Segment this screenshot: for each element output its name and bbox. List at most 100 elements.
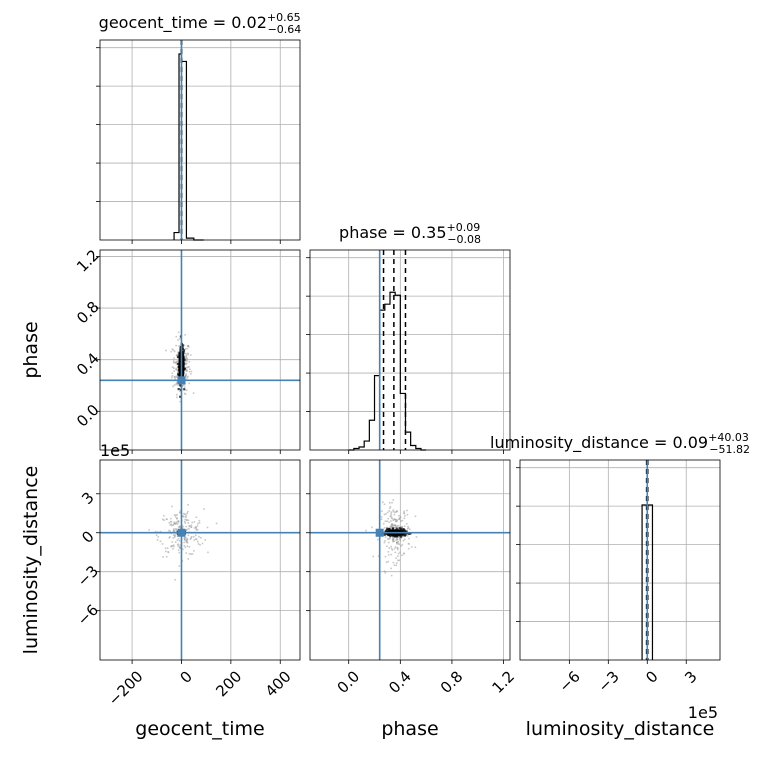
scatter-phase-vs-luminosity_distance-point <box>398 536 401 538</box>
scatter-phase-vs-luminosity_distance-point <box>398 559 401 562</box>
scatter-geocent_time-vs-luminosity_distance-point <box>154 530 157 533</box>
scatter-geocent_time-vs-luminosity_distance-point <box>176 523 179 525</box>
hist-phase-title: phase = 0.35+0.09 −0.08 <box>339 221 481 246</box>
scatter-geocent_time-vs-luminosity_distance-point <box>166 547 169 549</box>
scatter-geocent_time-vs-luminosity_distance-point <box>172 524 175 526</box>
scatter-geocent_time-vs-phase-point <box>185 389 188 392</box>
scatter-geocent_time-vs-phase-truth-marker <box>177 376 186 385</box>
scatter-geocent_time-vs-luminosity_distance-point <box>176 514 178 516</box>
scatter-phase-vs-luminosity_distance-point <box>389 506 392 508</box>
scatter-geocent_time-vs-luminosity_distance-point <box>188 546 191 548</box>
scatter-phase-vs-luminosity_distance-point <box>397 548 399 551</box>
scatter-geocent_time-vs-luminosity_distance-point <box>190 526 193 528</box>
scatter-geocent_time-vs-luminosity_distance-point <box>185 536 187 539</box>
scatter-geocent_time-vs-phase-point <box>185 366 188 369</box>
scatter-phase-vs-luminosity_distance-point <box>403 552 405 555</box>
scatter-geocent_time-vs-phase-point <box>171 348 174 350</box>
scatter-phase-vs-luminosity_distance-point <box>387 517 389 520</box>
scatter-geocent_time-vs-luminosity_distance-point <box>186 539 188 542</box>
scatter-phase-vs-luminosity_distance-point <box>394 518 397 521</box>
scatter-phase-vs-luminosity_distance-point <box>396 547 399 549</box>
scatter-geocent_time-vs-luminosity_distance-point <box>185 529 188 531</box>
scatter-phase-vs-luminosity_distance-point <box>397 552 400 555</box>
scatter-geocent_time-vs-phase-core-point <box>182 349 186 352</box>
scatter-phase-vs-luminosity_distance-point <box>395 539 397 542</box>
scatter-geocent_time-vs-luminosity_distance-point <box>197 540 199 543</box>
scatter-geocent_time-vs-luminosity_distance-point <box>172 548 174 550</box>
scatter-phase-vs-luminosity_distance-point <box>394 524 397 526</box>
scatter-geocent_time-vs-luminosity_distance-point <box>195 538 198 541</box>
scatter-geocent_time-vs-phase-point <box>183 386 186 388</box>
scatter-phase-vs-luminosity_distance-point <box>388 502 391 504</box>
scatter-geocent_time-vs-luminosity_distance-point <box>186 538 188 541</box>
scatter-geocent_time-vs-phase-point <box>185 375 187 378</box>
scatter-geocent_time-vs-phase-point <box>184 334 186 336</box>
scatter-geocent_time-vs-phase-point <box>178 346 181 349</box>
scatter-geocent_time-vs-luminosity_distance-point <box>195 516 198 519</box>
scatter-geocent_time-vs-luminosity_distance-point <box>207 551 209 554</box>
hist-geocent_time-frame <box>99 39 301 241</box>
scatter-geocent_time-vs-luminosity_distance-point <box>178 539 181 542</box>
scatter-phase-vs-luminosity_distance-point <box>390 574 393 577</box>
scatter-geocent_time-vs-luminosity_distance-point <box>169 535 171 538</box>
scatter-geocent_time-vs-phase-point <box>185 353 188 355</box>
scatter-phase-vs-luminosity_distance-point <box>390 513 392 515</box>
scatter-phase-vs-luminosity_distance-core-point <box>408 532 411 535</box>
scatter-phase-vs-luminosity_distance-point <box>387 554 390 556</box>
scatter-geocent_time-vs-luminosity_distance-point <box>172 530 175 532</box>
scatter-geocent_time-vs-phase-core-point <box>179 348 182 352</box>
scatter-geocent_time-vs-phase-point <box>172 349 175 351</box>
scatter-phase-vs-luminosity_distance-core-point <box>403 532 406 535</box>
scatter-geocent_time-vs-luminosity_distance-point <box>204 539 206 541</box>
scatter-phase-vs-luminosity_distance-point <box>395 564 398 567</box>
hist-luminosity_distance-x-tick-label: −6 <box>555 667 583 695</box>
scatter-geocent_time-vs-phase-point <box>186 347 188 350</box>
scatter-geocent_time-vs-luminosity_distance-point <box>191 521 193 524</box>
scatter-geocent_time-vs-luminosity_distance-point <box>177 549 180 551</box>
scatter-phase-vs-luminosity_distance-point <box>397 518 400 520</box>
scatter-phase-vs-luminosity_distance-point <box>388 510 391 512</box>
scatter-phase-vs-luminosity_distance-point <box>395 520 397 523</box>
scatter-phase-vs-luminosity_distance-point <box>380 518 383 521</box>
scatter-phase-vs-luminosity_distance-point <box>408 528 411 531</box>
scatter-geocent_time-vs-luminosity_distance-point <box>171 541 174 543</box>
scatter-phase-vs-luminosity_distance-point <box>389 507 391 510</box>
scatter-geocent_time-vs-phase-point <box>187 375 189 378</box>
scatter-phase-vs-luminosity_distance-point <box>392 510 395 513</box>
scatter-geocent_time-vs-luminosity_distance-point <box>182 512 185 515</box>
scatter-geocent_time-vs-luminosity_distance-point <box>177 520 180 523</box>
hist-geocent_time-x-axis <box>131 40 281 244</box>
scatter-geocent_time-vs-luminosity_distance-point <box>148 529 150 531</box>
scatter-phase-vs-luminosity_distance-point <box>408 537 410 540</box>
scatter-geocent_time-vs-phase-point <box>187 366 189 369</box>
scatter-geocent_time-vs-phase-core-point <box>181 345 184 348</box>
scatter-phase-vs-luminosity_distance-y-axis <box>306 493 510 612</box>
scatter-phase-vs-luminosity_distance-core-point <box>389 534 392 538</box>
scatter-geocent_time-vs-phase-point <box>175 369 178 371</box>
scatter-phase-vs-luminosity_distance-point <box>396 541 399 544</box>
scatter-phase-vs-luminosity_distance-point <box>403 517 406 520</box>
scatter-phase-vs-luminosity_distance-point <box>402 539 405 542</box>
scatter-phase-vs-luminosity_distance-point <box>391 549 394 551</box>
scatter-geocent_time-vs-luminosity_distance-y-tick-label: 3 <box>78 488 97 507</box>
scatter-phase-vs-luminosity_distance-point <box>387 538 389 540</box>
scatter-geocent_time-vs-phase-point <box>179 337 181 340</box>
scatter-geocent_time-vs-luminosity_distance-point <box>183 536 186 539</box>
scatter-geocent_time-vs-luminosity_distance-point <box>182 548 184 551</box>
scatter-phase-vs-luminosity_distance-point <box>404 514 406 517</box>
scatter-phase-vs-luminosity_distance-points <box>365 499 418 577</box>
scatter-phase-vs-luminosity_distance-point <box>390 523 393 526</box>
scatter-phase-vs-luminosity_distance-point <box>398 518 401 521</box>
scatter-geocent_time-vs-phase-point <box>175 368 177 371</box>
scatter-geocent_time-vs-luminosity_distance-point <box>172 530 175 533</box>
scatter-geocent_time-vs-luminosity_distance-point <box>173 523 175 525</box>
scatter-geocent_time-vs-phase-point <box>173 350 176 353</box>
scatter-phase-vs-luminosity_distance-point <box>396 542 398 545</box>
x-axis-label-phase: phase <box>381 718 438 740</box>
scatter-geocent_time-vs-luminosity_distance-point <box>184 520 186 523</box>
scatter-geocent_time-vs-phase-y-axis: 0.0 0.4 0.8 1.2 <box>73 246 300 431</box>
scatter-geocent_time-vs-luminosity_distance-point <box>169 520 172 523</box>
hist-geocent_time-title: geocent_time = 0.02+0.65 −0.64 <box>99 11 302 36</box>
scatter-geocent_time-vs-phase-core-point <box>179 395 182 398</box>
scatter-geocent_time-vs-luminosity_distance-point <box>178 526 181 529</box>
